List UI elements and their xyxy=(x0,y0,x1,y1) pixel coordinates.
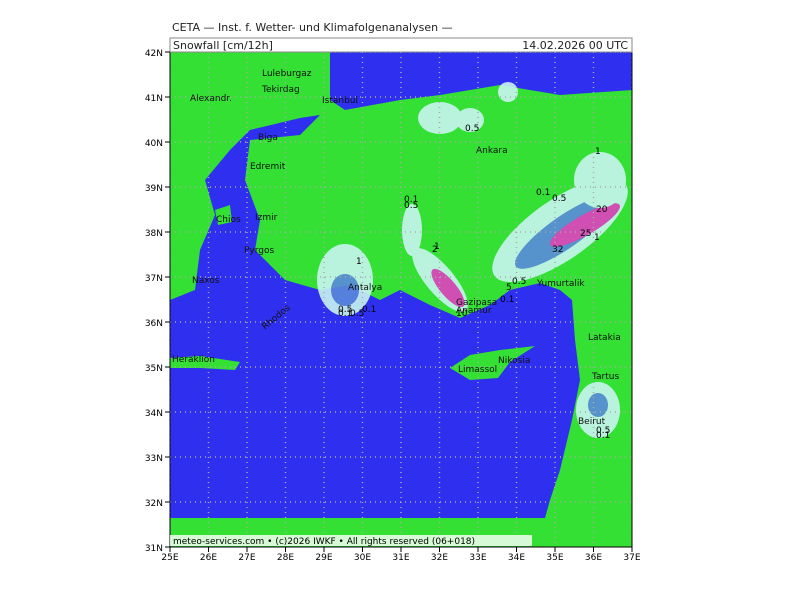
x-tick-label: 35E xyxy=(546,553,563,563)
variable: Snowfall [cm/12h] xyxy=(173,39,273,52)
contour-label: 0.5 xyxy=(465,124,479,134)
contour-label: 0.1 xyxy=(338,309,352,319)
y-tick-label: 40N xyxy=(145,139,163,149)
map-area: Luleburgaz Tekirdag Alexandr. Istanbul Biga E… xyxy=(170,52,632,547)
contour-label: 0.5 xyxy=(338,305,352,315)
footer: meteo-services.com • (c)2026 IWKF • All … xyxy=(173,537,475,547)
axes: 25E 26E 27E 28E 29E 30E 31E 32E 33E 34E 35E 36E 37E 3… xyxy=(145,49,641,563)
y-tick-label: 42N xyxy=(145,49,163,59)
y-tick-label: 41N xyxy=(145,94,163,104)
contour-label: 0.1 xyxy=(362,305,376,315)
place-label: Antalya xyxy=(348,283,382,293)
contour-label: 0.5 xyxy=(512,277,526,287)
contour-label: 0.5 xyxy=(552,194,566,204)
place-label: Istanbul xyxy=(322,96,358,106)
contour-label: 0.1 xyxy=(536,188,550,198)
contour-label: 1 xyxy=(434,242,440,252)
place-label: Pyrgos xyxy=(244,246,275,256)
aegean-islands xyxy=(215,205,232,225)
place-label: Beirut xyxy=(578,417,606,427)
contour-label: 2 xyxy=(432,245,438,255)
contour-label: 25 xyxy=(580,229,591,239)
y-tick-label: 39N xyxy=(145,184,163,194)
x-tick-label: 27E xyxy=(238,553,255,563)
x-tick-label: 29E xyxy=(315,553,332,563)
snow-area xyxy=(550,203,620,247)
header-bar xyxy=(169,37,633,53)
snow-area xyxy=(456,108,484,132)
contour-label: 0.5 xyxy=(596,426,610,436)
title: CETA — Inst. f. Wetter- und Klimafolgena… xyxy=(172,21,453,34)
contour-label: 0.1 xyxy=(500,295,514,305)
datetime: 14.02.2026 00 UTC xyxy=(522,39,628,52)
place-label: Heraklion xyxy=(172,355,215,365)
snow-area xyxy=(574,152,626,208)
contour-label: 20 xyxy=(596,205,608,215)
y-tick-label: 33N xyxy=(145,454,163,464)
contour-label: 5 xyxy=(506,283,512,293)
x-tick-label: 30E xyxy=(354,553,371,563)
x-tick-label: 34E xyxy=(508,553,525,563)
y-tick-label: 31N xyxy=(145,544,163,554)
x-tick-label: 28E xyxy=(277,553,294,563)
contour-label: 0.1 xyxy=(596,431,610,441)
y-tick-label: 37N xyxy=(145,274,163,284)
x-tick-label: 31E xyxy=(392,553,409,563)
place-label: Naxos xyxy=(192,276,220,286)
contour-label: 1 xyxy=(594,233,600,243)
place-label: Yumurtalik xyxy=(536,279,585,289)
place-label: Gazipasa xyxy=(456,298,497,308)
y-tick-label: 32N xyxy=(145,499,163,509)
y-tick-label: 38N xyxy=(145,229,163,239)
place-label: Limassol xyxy=(458,365,497,375)
place-label: Latakia xyxy=(588,333,621,343)
contour-label: 1 xyxy=(356,257,362,267)
contour-label: 0.5 xyxy=(404,201,418,211)
place-label: Edremit xyxy=(250,162,286,172)
grid xyxy=(170,52,632,547)
place-label: Tekirdag xyxy=(261,85,300,95)
x-tick-label: 25E xyxy=(161,553,178,563)
place-label: Nikosia xyxy=(498,356,530,366)
place-label: Chios xyxy=(216,215,241,225)
y-tick-label: 35N xyxy=(145,364,163,374)
x-tick-label: 33E xyxy=(469,553,486,563)
black-sea xyxy=(330,52,632,110)
place-label: Ankara xyxy=(476,146,508,156)
snow-area xyxy=(588,393,608,417)
cyprus xyxy=(450,346,535,380)
x-tick-label: 36E xyxy=(585,553,602,563)
snow-area xyxy=(498,82,518,102)
contour-label: 1 xyxy=(595,147,601,157)
y-tick-label: 34N xyxy=(145,409,163,419)
x-tick-label: 26E xyxy=(200,553,217,563)
contour-label: 10 xyxy=(456,309,468,319)
place-label: Anamur xyxy=(456,306,492,316)
snow-area xyxy=(431,268,465,308)
contour-label: 32 xyxy=(552,245,563,255)
y-tick-label: 36N xyxy=(145,319,163,329)
footer-bar xyxy=(170,535,532,546)
snow-area xyxy=(331,274,359,306)
x-tick-label: 32E xyxy=(431,553,448,563)
place-label: Izmir xyxy=(255,213,278,223)
snow-area xyxy=(402,204,422,256)
contour-label: 0.1 xyxy=(404,195,418,205)
place-label: Alexandr. xyxy=(190,94,232,104)
place-label: Luleburgaz xyxy=(262,69,312,79)
contour-label: 0.5 xyxy=(350,309,364,319)
x-tick-label: 37E xyxy=(623,553,640,563)
crete xyxy=(170,356,240,370)
place-label: Biga xyxy=(258,133,278,143)
place-label: Tartus xyxy=(591,372,619,382)
